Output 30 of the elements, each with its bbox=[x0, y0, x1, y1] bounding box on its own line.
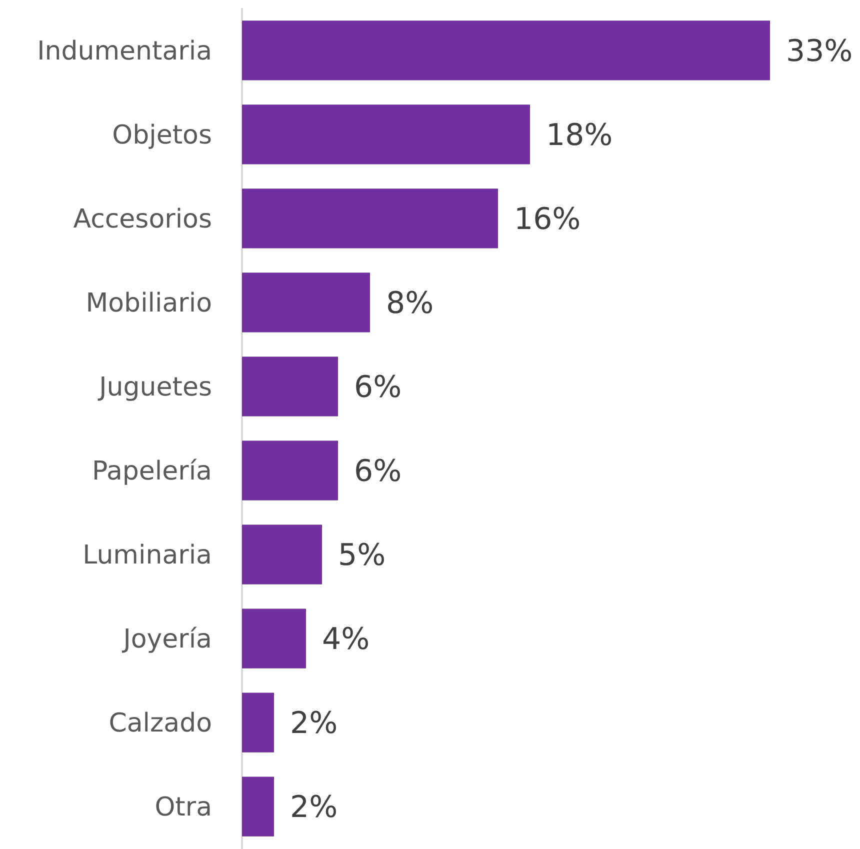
y-tick-label: Joyería bbox=[121, 624, 212, 655]
data-label: 18% bbox=[546, 118, 613, 153]
bar bbox=[242, 356, 338, 416]
y-tick-label: Calzado bbox=[108, 708, 212, 739]
y-tick-label: Mobiliario bbox=[86, 288, 212, 319]
bar bbox=[242, 608, 306, 668]
data-label: 8% bbox=[386, 286, 434, 321]
bar bbox=[242, 20, 770, 80]
bar bbox=[242, 524, 322, 584]
bar bbox=[242, 692, 274, 752]
y-tick-label: Objetos bbox=[112, 120, 212, 151]
bar bbox=[242, 104, 530, 164]
y-tick-label: Indumentaria bbox=[37, 36, 212, 67]
data-label: 16% bbox=[514, 202, 581, 237]
data-label: 5% bbox=[338, 538, 386, 574]
y-tick-label: Juguetes bbox=[97, 372, 212, 403]
data-label: 2% bbox=[290, 790, 338, 826]
bar bbox=[242, 776, 274, 836]
y-tick-label: Papelería bbox=[92, 456, 212, 487]
data-label: 4% bbox=[322, 622, 370, 658]
data-label: 6% bbox=[354, 370, 402, 405]
data-label: 6% bbox=[354, 454, 402, 490]
y-tick-label: Accesorios bbox=[73, 204, 212, 235]
data-label: 33% bbox=[786, 34, 853, 69]
y-tick-label: Luminaria bbox=[82, 540, 212, 571]
data-label: 2% bbox=[290, 706, 338, 742]
y-tick-label: Otra bbox=[154, 792, 212, 823]
bar bbox=[242, 188, 498, 248]
bar bbox=[242, 440, 338, 500]
bar bbox=[242, 272, 370, 332]
